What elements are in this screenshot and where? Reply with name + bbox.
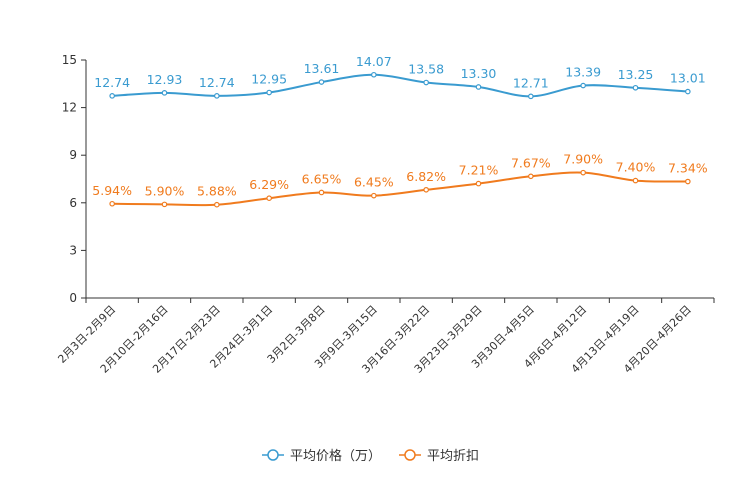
data-point	[371, 71, 377, 78]
data-point	[632, 84, 639, 91]
series-line-0	[112, 73, 688, 98]
data-point	[423, 186, 429, 193]
data-point	[632, 177, 639, 184]
data-label: 12.71	[513, 75, 549, 90]
data-label: 7.90%	[563, 152, 603, 167]
legend-label: 平均价格（万）	[290, 448, 381, 464]
data-label: 12.93	[147, 72, 183, 87]
data-point	[685, 88, 691, 95]
data-label: 12.95	[251, 72, 287, 87]
data-label: 13.61	[304, 61, 340, 76]
data-point	[161, 201, 168, 208]
data-labels: 12.74 12.93 12.74 12.95 13.61 14.07 13.58 13.30…	[92, 54, 707, 199]
data-label: 6.82%	[406, 169, 446, 184]
data-point	[580, 82, 586, 89]
y-tick-label: 15	[62, 53, 77, 67]
data-point	[214, 93, 220, 99]
data-label: 12.74	[94, 75, 130, 90]
legend: 平均价格（万） 平均折扣	[262, 448, 479, 464]
data-label: 12.74	[199, 75, 235, 90]
data-point	[423, 79, 429, 86]
legend-label: 平均折扣	[427, 449, 479, 464]
data-label: 13.30	[461, 66, 497, 81]
data-point	[475, 180, 482, 187]
data-label: 14.07	[356, 54, 392, 69]
data-label: 6.45%	[354, 175, 394, 190]
data-point	[318, 79, 325, 85]
data-label: 13.39	[565, 65, 601, 80]
data-label: 6.29%	[249, 177, 289, 192]
data-point	[214, 201, 220, 208]
data-label: 7.67%	[511, 155, 551, 170]
data-point	[528, 93, 534, 100]
data-label: 13.58	[408, 62, 444, 77]
data-point	[371, 192, 377, 199]
data-point	[580, 169, 586, 176]
data-label: 5.94%	[92, 183, 132, 198]
y-tick-label: 12	[62, 101, 77, 115]
legend-item-0: 平均价格（万）	[262, 448, 381, 464]
data-point	[685, 178, 691, 185]
data-point	[109, 200, 115, 207]
legend-marker	[404, 449, 416, 461]
data-label: 7.34%	[668, 161, 708, 176]
data-label: 6.65%	[302, 171, 342, 186]
legend-marker	[267, 449, 279, 461]
data-point	[266, 195, 272, 201]
series-line-1	[112, 171, 688, 207]
axes: 036912152月3日-2月9日2月10日-2月16日2月17日-2月23日2…	[55, 53, 715, 376]
data-label: 7.21%	[459, 163, 499, 178]
y-tick-label: 6	[69, 196, 77, 210]
data-label: 5.88%	[197, 184, 237, 199]
data-point	[318, 189, 325, 196]
data-point	[109, 93, 115, 99]
legend-item-1: 平均折扣	[399, 449, 479, 464]
data-point	[475, 84, 482, 90]
y-tick-label: 9	[69, 148, 77, 162]
y-tick-label: 3	[69, 243, 77, 257]
data-point	[161, 90, 168, 96]
data-label: 13.25	[618, 67, 654, 82]
series-layer	[109, 71, 691, 208]
y-tick-label: 0	[69, 291, 77, 305]
data-point	[528, 173, 534, 180]
data-label: 13.01	[670, 71, 706, 86]
data-point	[266, 89, 272, 96]
data-label: 5.90%	[145, 183, 185, 198]
data-label: 7.40%	[616, 160, 656, 175]
